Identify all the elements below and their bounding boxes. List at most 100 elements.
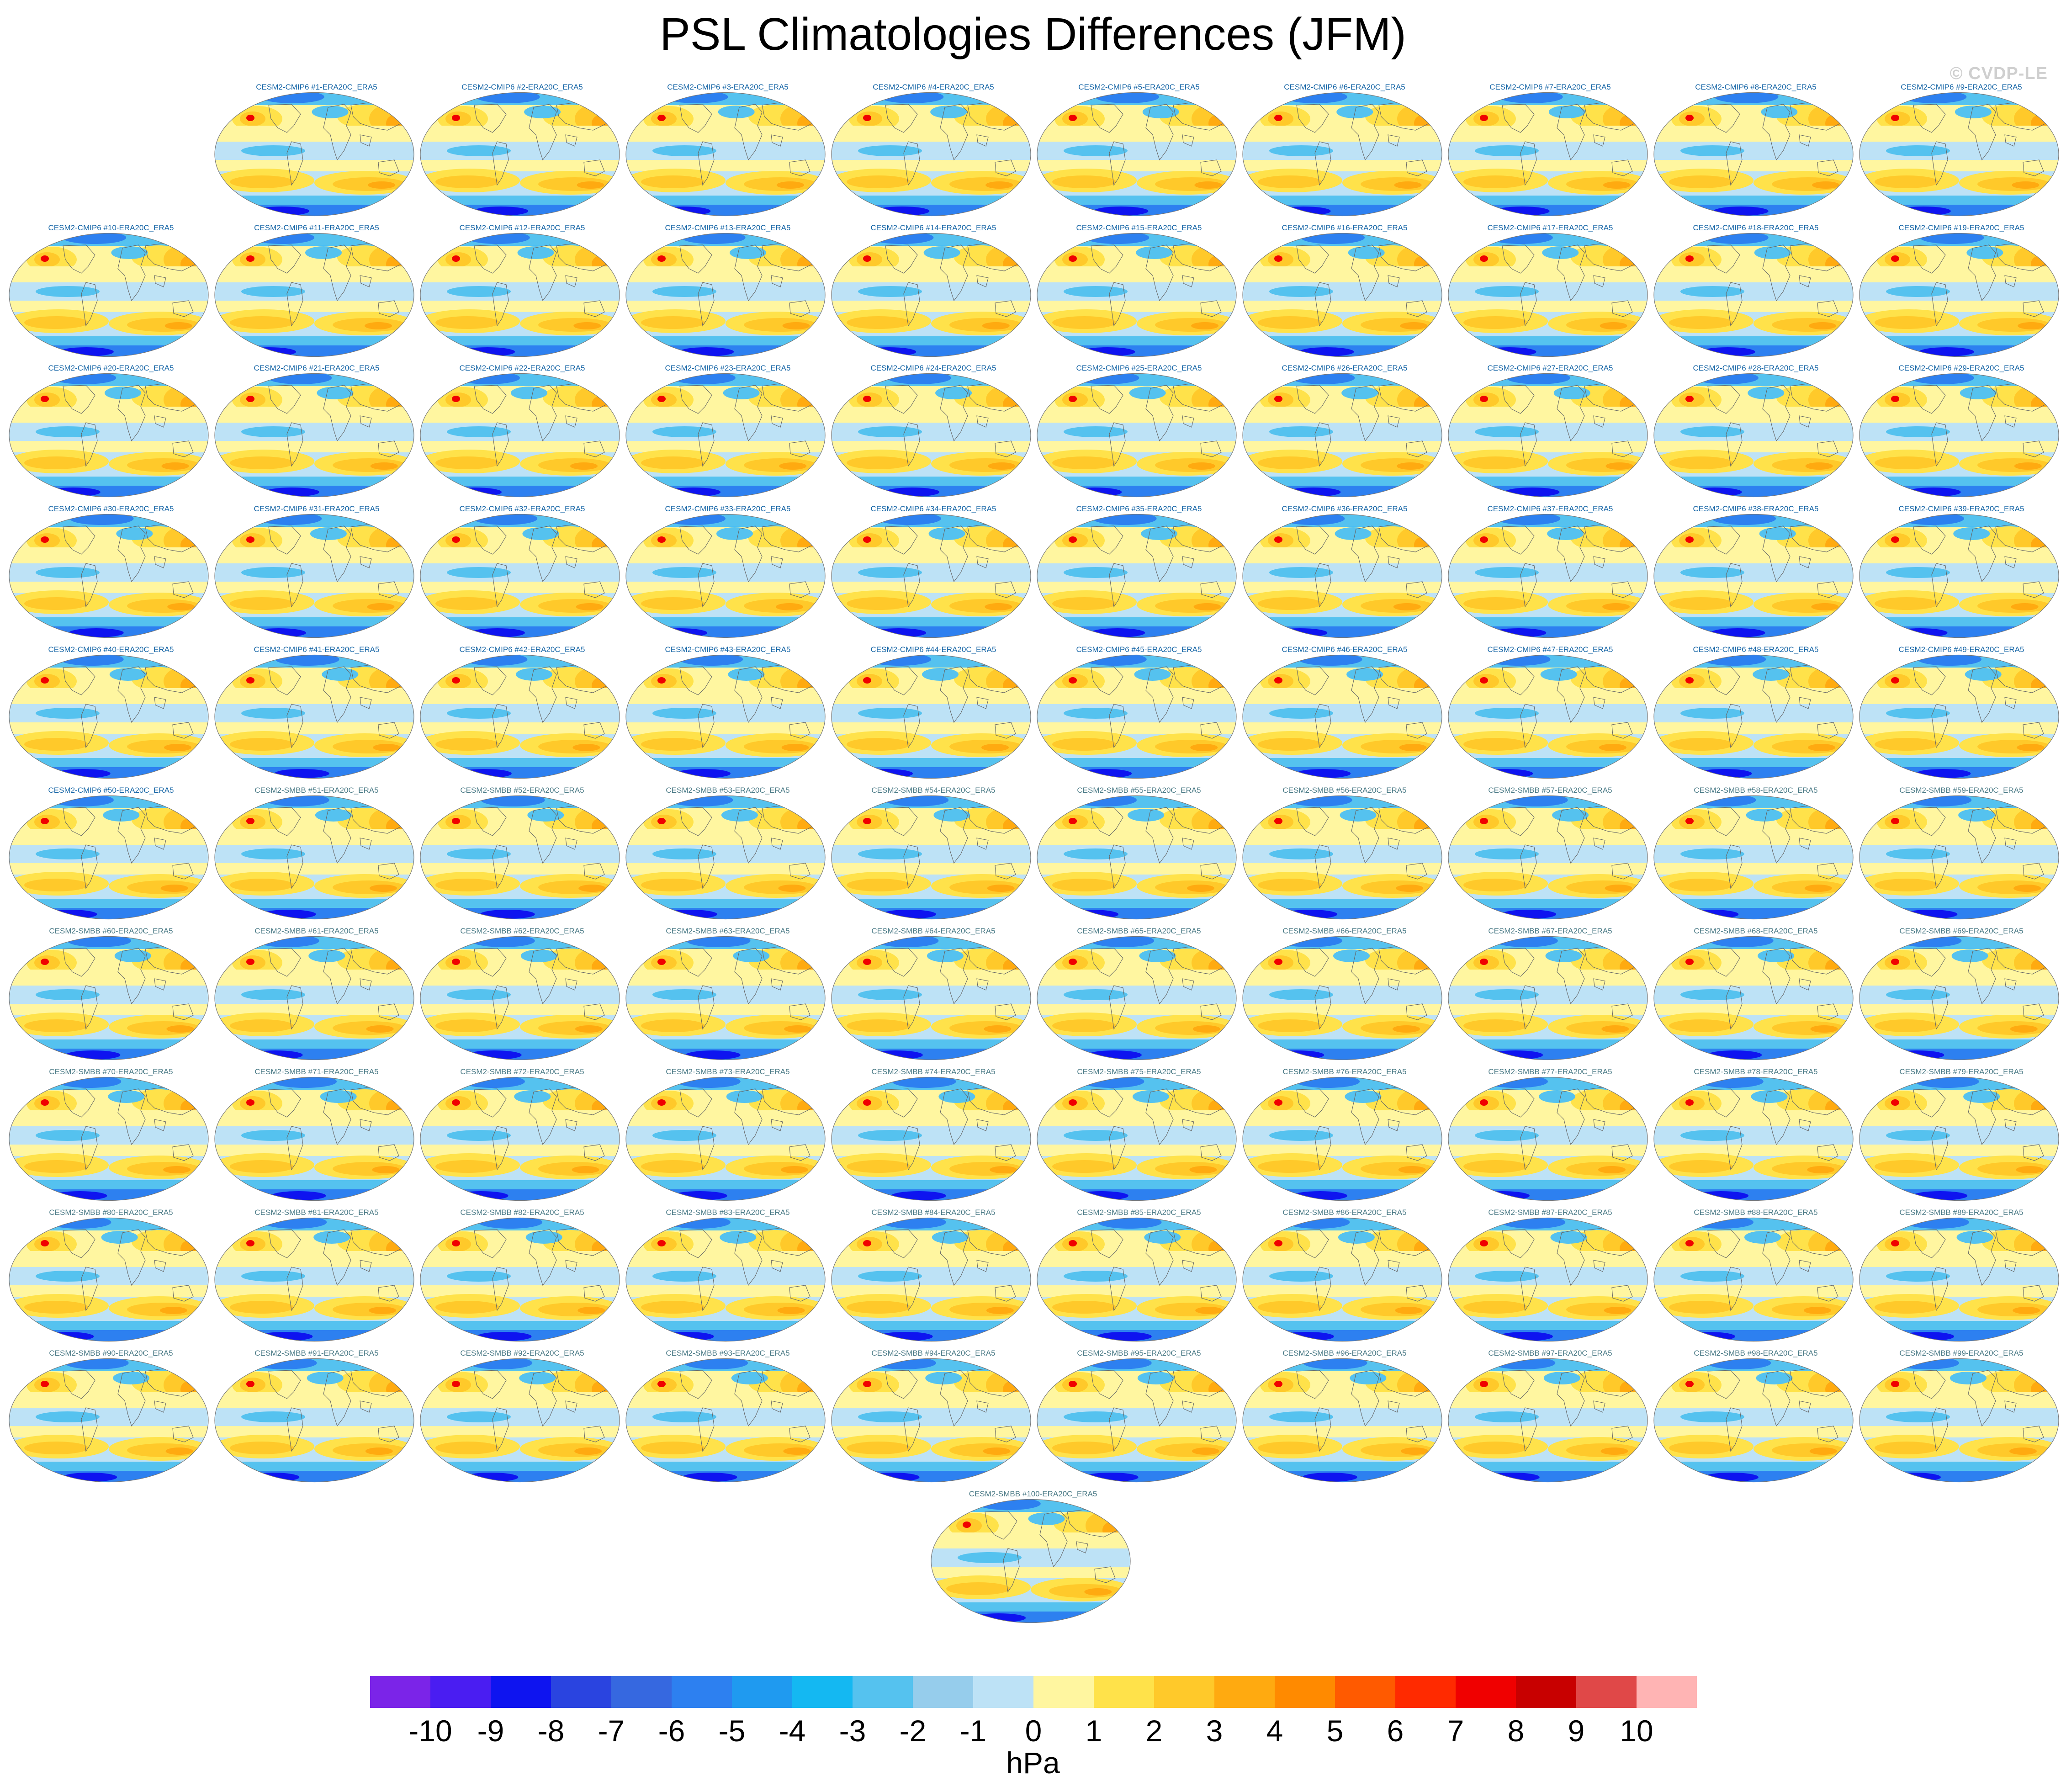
map-panel: CESM2-SMBB #68-ERA20C_ERA5 (1653, 926, 1859, 1063)
panel-title: CESM2-SMBB #67-ERA20C_ERA5 (1488, 927, 1612, 935)
map-panel: CESM2-SMBB #96-ERA20C_ERA5 (1242, 1348, 1447, 1485)
panel-title: CESM2-SMBB #92-ERA20C_ERA5 (460, 1349, 584, 1357)
map-panel: CESM2-SMBB #98-ERA20C_ERA5 (1653, 1348, 1859, 1485)
colorbar-segment (1576, 1676, 1637, 1708)
map-panel: CESM2-SMBB #100-ERA20C_ERA5 (930, 1489, 1136, 1626)
colorbar-tick-label: 7 (1447, 1714, 1464, 1748)
colorbar-segment (1637, 1676, 1697, 1708)
map-panel: CESM2-SMBB #67-ERA20C_ERA5 (1447, 926, 1653, 1063)
colorbar-segment (1094, 1676, 1154, 1708)
panel-title: CESM2-SMBB #76-ERA20C_ERA5 (1282, 1067, 1407, 1076)
panel-title: CESM2-CMIP6 #50-ERA20C_ERA5 (48, 786, 174, 795)
map-panel: CESM2-CMIP6 #7-ERA20C_ERA5 (1447, 82, 1653, 219)
colorbar-segment (732, 1676, 792, 1708)
panel-title: CESM2-SMBB #64-ERA20C_ERA5 (871, 927, 996, 935)
map-panel: CESM2-CMIP6 #28-ERA20C_ERA5 (1653, 363, 1859, 500)
map-panel: CESM2-SMBB #91-ERA20C_ERA5 (214, 1348, 419, 1485)
panel-title: CESM2-CMIP6 #21-ERA20C_ERA5 (254, 364, 380, 372)
map-panel: CESM2-CMIP6 #18-ERA20C_ERA5 (1653, 223, 1859, 360)
map-image (420, 1217, 620, 1342)
panel-title: CESM2-CMIP6 #39-ERA20C_ERA5 (1898, 504, 2024, 513)
map-panel: CESM2-SMBB #73-ERA20C_ERA5 (625, 1067, 831, 1204)
colorbar-tick-label: -6 (658, 1714, 685, 1748)
map-image (1653, 654, 1854, 779)
map-image (420, 373, 620, 498)
map-panel: CESM2-SMBB #70-ERA20C_ERA5 (8, 1067, 214, 1204)
panel-title: CESM2-SMBB #80-ERA20C_ERA5 (49, 1208, 173, 1217)
colorbar-segment (1033, 1676, 1094, 1708)
colorbar-segment (430, 1676, 491, 1708)
panel-title: CESM2-SMBB #90-ERA20C_ERA5 (49, 1349, 173, 1357)
panel-title: CESM2-SMBB #70-ERA20C_ERA5 (49, 1067, 173, 1076)
panel-title: CESM2-SMBB #52-ERA20C_ERA5 (460, 786, 584, 795)
panel-title: CESM2-SMBB #94-ERA20C_ERA5 (871, 1349, 996, 1357)
colorbar-segment (1214, 1676, 1275, 1708)
panel-title: CESM2-SMBB #55-ERA20C_ERA5 (1077, 786, 1201, 795)
panel-title: CESM2-SMBB #87-ERA20C_ERA5 (1488, 1208, 1612, 1217)
colorbar-segment (370, 1676, 430, 1708)
colorbar-tick-label: -3 (839, 1714, 866, 1748)
map-image (214, 233, 414, 357)
map-image (9, 936, 209, 1060)
colorbar-segment (1275, 1676, 1335, 1708)
panel-title: CESM2-SMBB #99-ERA20C_ERA5 (1899, 1349, 2024, 1357)
map-image (1653, 1217, 1854, 1342)
panel-title: CESM2-SMBB #75-ERA20C_ERA5 (1077, 1067, 1201, 1076)
map-image (831, 233, 1031, 357)
panel-title: CESM2-SMBB #96-ERA20C_ERA5 (1282, 1349, 1407, 1357)
panel-title: CESM2-SMBB #69-ERA20C_ERA5 (1899, 927, 2024, 935)
map-image (1242, 795, 1442, 920)
map-panel: CESM2-SMBB #66-ERA20C_ERA5 (1242, 926, 1447, 1063)
watermark: © CVDP-LE (1949, 64, 2048, 83)
map-image (831, 514, 1031, 638)
panel-title: CESM2-CMIP6 #28-ERA20C_ERA5 (1693, 364, 1819, 372)
map-panel: CESM2-SMBB #76-ERA20C_ERA5 (1242, 1067, 1447, 1204)
map-image (9, 1076, 209, 1201)
map-panel: CESM2-CMIP6 #17-ERA20C_ERA5 (1447, 223, 1653, 360)
map-panel: CESM2-SMBB #83-ERA20C_ERA5 (625, 1208, 831, 1345)
panel-title: CESM2-SMBB #68-ERA20C_ERA5 (1694, 927, 1818, 935)
map-image (625, 233, 826, 357)
map-panel: CESM2-SMBB #57-ERA20C_ERA5 (1447, 785, 1653, 923)
map-panel: CESM2-CMIP6 #11-ERA20C_ERA5 (214, 223, 419, 360)
panel-title: CESM2-SMBB #88-ERA20C_ERA5 (1694, 1208, 1818, 1217)
map-image (420, 514, 620, 638)
map-image (831, 1217, 1031, 1342)
map-panel: CESM2-CMIP6 #47-ERA20C_ERA5 (1447, 645, 1653, 782)
panel-title: CESM2-CMIP6 #23-ERA20C_ERA5 (665, 364, 791, 372)
map-panel: CESM2-CMIP6 #5-ERA20C_ERA5 (1036, 82, 1242, 219)
map-image (1037, 795, 1237, 920)
map-image (1448, 1217, 1648, 1342)
map-panel: CESM2-SMBB #82-ERA20C_ERA5 (419, 1208, 625, 1345)
panel-title: CESM2-CMIP6 #2-ERA20C_ERA5 (461, 83, 583, 91)
colorbar-tick-label: 3 (1206, 1714, 1223, 1748)
map-image (1037, 92, 1237, 217)
map-image (9, 373, 209, 498)
map-image (1653, 514, 1854, 638)
panel-title: CESM2-CMIP6 #12-ERA20C_ERA5 (459, 223, 585, 232)
map-panel: CESM2-SMBB #55-ERA20C_ERA5 (1036, 785, 1242, 923)
panel-title: CESM2-SMBB #85-ERA20C_ERA5 (1077, 1208, 1201, 1217)
map-panel: CESM2-SMBB #69-ERA20C_ERA5 (1859, 926, 2064, 1063)
map-panel: CESM2-SMBB #51-ERA20C_ERA5 (214, 785, 419, 923)
panel-title: CESM2-CMIP6 #6-ERA20C_ERA5 (1284, 83, 1405, 91)
panel-title: CESM2-SMBB #72-ERA20C_ERA5 (460, 1067, 584, 1076)
panel-title: CESM2-SMBB #82-ERA20C_ERA5 (460, 1208, 584, 1217)
map-image (1242, 1076, 1442, 1201)
map-image (1037, 373, 1237, 498)
map-image (1448, 233, 1648, 357)
map-image (9, 795, 209, 920)
panel-title: CESM2-SMBB #56-ERA20C_ERA5 (1282, 786, 1407, 795)
colorbar-tick-label: -7 (598, 1714, 625, 1748)
colorbar-segment (913, 1676, 973, 1708)
map-image (1653, 1076, 1854, 1201)
map-image (1037, 1358, 1237, 1483)
map-image (9, 654, 209, 779)
map-image (420, 92, 620, 217)
panel-title: CESM2-CMIP6 #44-ERA20C_ERA5 (870, 645, 996, 654)
panel-title: CESM2-CMIP6 #4-ERA20C_ERA5 (873, 83, 994, 91)
map-image (1448, 92, 1648, 217)
map-image (214, 1076, 414, 1201)
colorbar-segment (491, 1676, 551, 1708)
panel-title: CESM2-SMBB #66-ERA20C_ERA5 (1282, 927, 1407, 935)
